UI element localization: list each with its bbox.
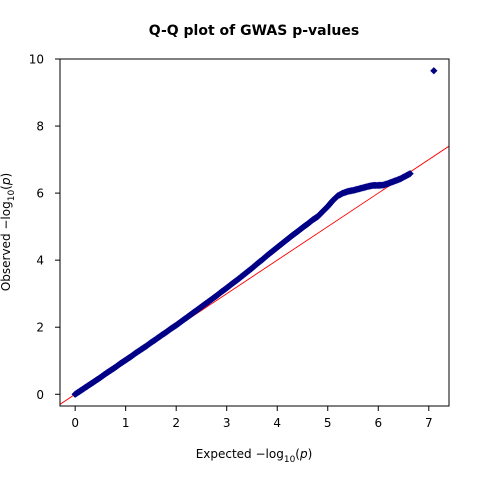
y-axis: 0 2 4 6 8 10 — [29, 53, 60, 402]
x-axis-label-close: ) — [308, 447, 313, 461]
x-tick-label: 5 — [324, 416, 332, 430]
x-axis-label-open: ( — [295, 447, 300, 461]
y-tick-label: 4 — [36, 254, 44, 268]
x-tick-label: 1 — [122, 416, 130, 430]
y-tick-label: 2 — [36, 321, 44, 335]
x-tick-label: 3 — [223, 416, 231, 430]
x-axis: 0 1 2 3 4 5 6 7 — [71, 406, 433, 430]
data-point — [406, 170, 414, 178]
chart-title: Q-Q plot of GWAS p-values — [149, 23, 359, 39]
x-axis-label-variable: p — [299, 447, 308, 461]
y-tick-label: 10 — [29, 53, 44, 67]
y-axis-label-subscript: 10 — [7, 190, 17, 202]
data-point — [430, 67, 438, 75]
y-axis-label: Observed −log10(p) — [0, 173, 17, 291]
data-points — [71, 67, 438, 398]
x-tick-label: 7 — [425, 416, 433, 430]
x-tick-label: 0 — [71, 416, 79, 430]
x-axis-label-subscript: 10 — [284, 455, 296, 465]
y-tick-label: 0 — [36, 388, 44, 402]
y-axis-label-text: Observed −log — [0, 201, 13, 291]
y-tick-label: 6 — [36, 187, 44, 201]
y-tick-label: 8 — [36, 120, 44, 134]
y-axis-label-open: ( — [0, 185, 13, 190]
y-axis-label-variable: p — [0, 177, 13, 186]
y-axis-label-close: ) — [0, 173, 13, 178]
x-tick-label: 2 — [172, 416, 180, 430]
plot-frame — [59, 58, 450, 407]
x-tick-label: 4 — [273, 416, 281, 430]
x-axis-label: Expected −log10(p) — [196, 447, 313, 465]
x-tick-label: 6 — [374, 416, 382, 430]
x-axis-label-text: Expected −log — [196, 447, 284, 461]
